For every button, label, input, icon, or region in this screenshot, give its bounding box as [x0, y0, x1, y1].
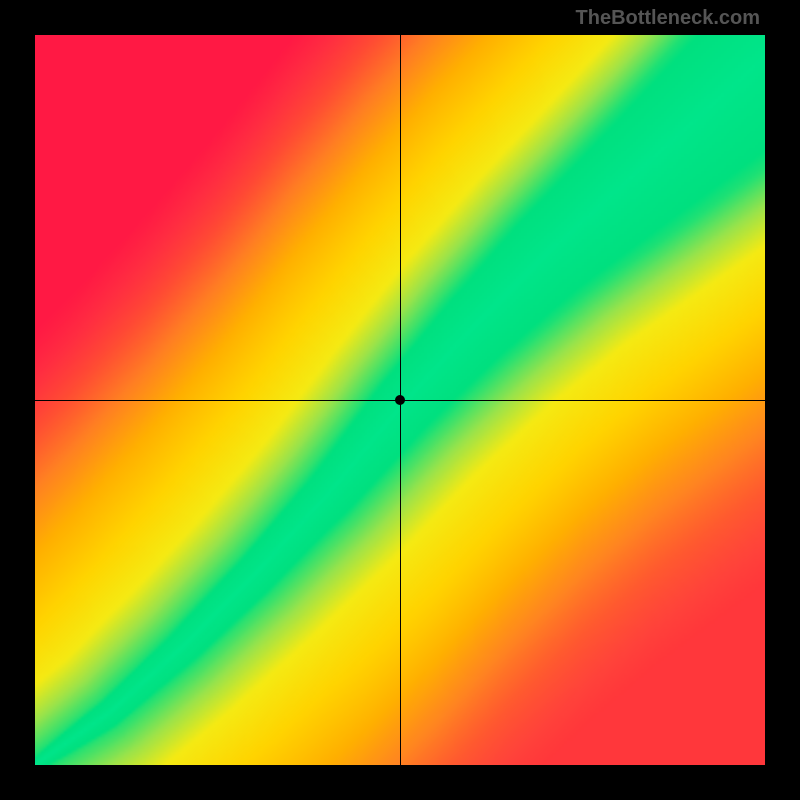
watermark-text: TheBottleneck.com: [576, 7, 760, 30]
plot-area: [35, 35, 765, 765]
crosshair-marker: [395, 395, 405, 405]
outer-frame: TheBottleneck.com: [0, 0, 800, 800]
